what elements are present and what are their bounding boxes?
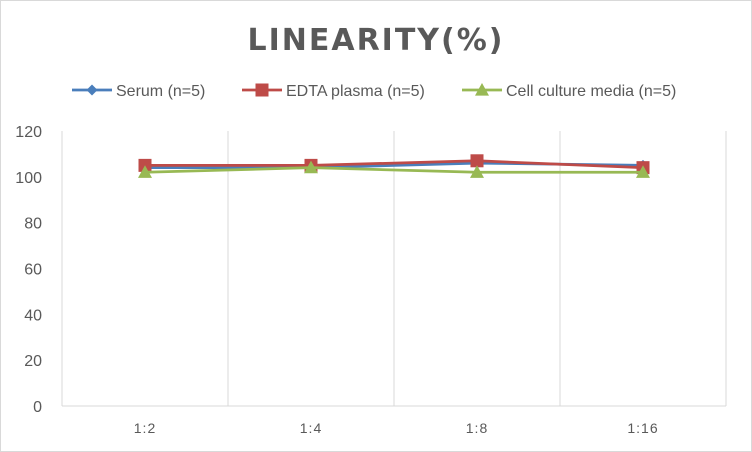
data-point — [138, 165, 152, 178]
y-axis-ticks: 0 20 40 60 80 100 120 — [15, 124, 42, 416]
legend-marker — [255, 83, 269, 97]
x-tick-label: 1:16 — [627, 420, 658, 436]
y-tick-label: 60 — [24, 262, 42, 279]
axes — [61, 131, 726, 407]
chart-title: LINEARITY(%) — [247, 23, 504, 58]
x-tick-label: 1:2 — [134, 420, 156, 436]
x-tick-label: 1:8 — [466, 420, 488, 436]
y-tick-label: 100 — [15, 170, 42, 187]
x-axis-ticks: 1:2 1:4 1:8 1:16 — [134, 420, 658, 436]
data-point — [304, 160, 318, 174]
legend: Serum (n=5) EDTA plasma (n=5) Cell culture… — [72, 83, 676, 100]
legend-marker — [86, 84, 98, 96]
legend-item: Serum (n=5) — [72, 83, 205, 100]
series-group — [138, 154, 650, 178]
legend-label: Serum (n=5) — [116, 83, 205, 100]
y-tick-label: 80 — [24, 216, 42, 233]
x-tick-label: 1:4 — [300, 420, 322, 436]
data-point — [470, 154, 484, 168]
y-tick-label: 0 — [33, 399, 42, 416]
legend-label: Cell culture media (n=5) — [506, 83, 676, 100]
y-tick-label: 40 — [24, 307, 42, 324]
gridlines — [227, 131, 727, 406]
series-3 — [138, 160, 650, 178]
y-tick-label: 120 — [15, 124, 42, 141]
y-tick-label: 20 — [24, 353, 42, 370]
legend-marker — [475, 83, 489, 96]
legend-item: EDTA plasma (n=5) — [242, 83, 425, 100]
data-point — [470, 165, 484, 178]
legend-item: Cell culture media (n=5) — [462, 83, 676, 100]
series-line — [144, 166, 643, 174]
legend-label: EDTA plasma (n=5) — [286, 83, 425, 100]
series-line — [145, 159, 644, 170]
data-point — [636, 165, 650, 178]
